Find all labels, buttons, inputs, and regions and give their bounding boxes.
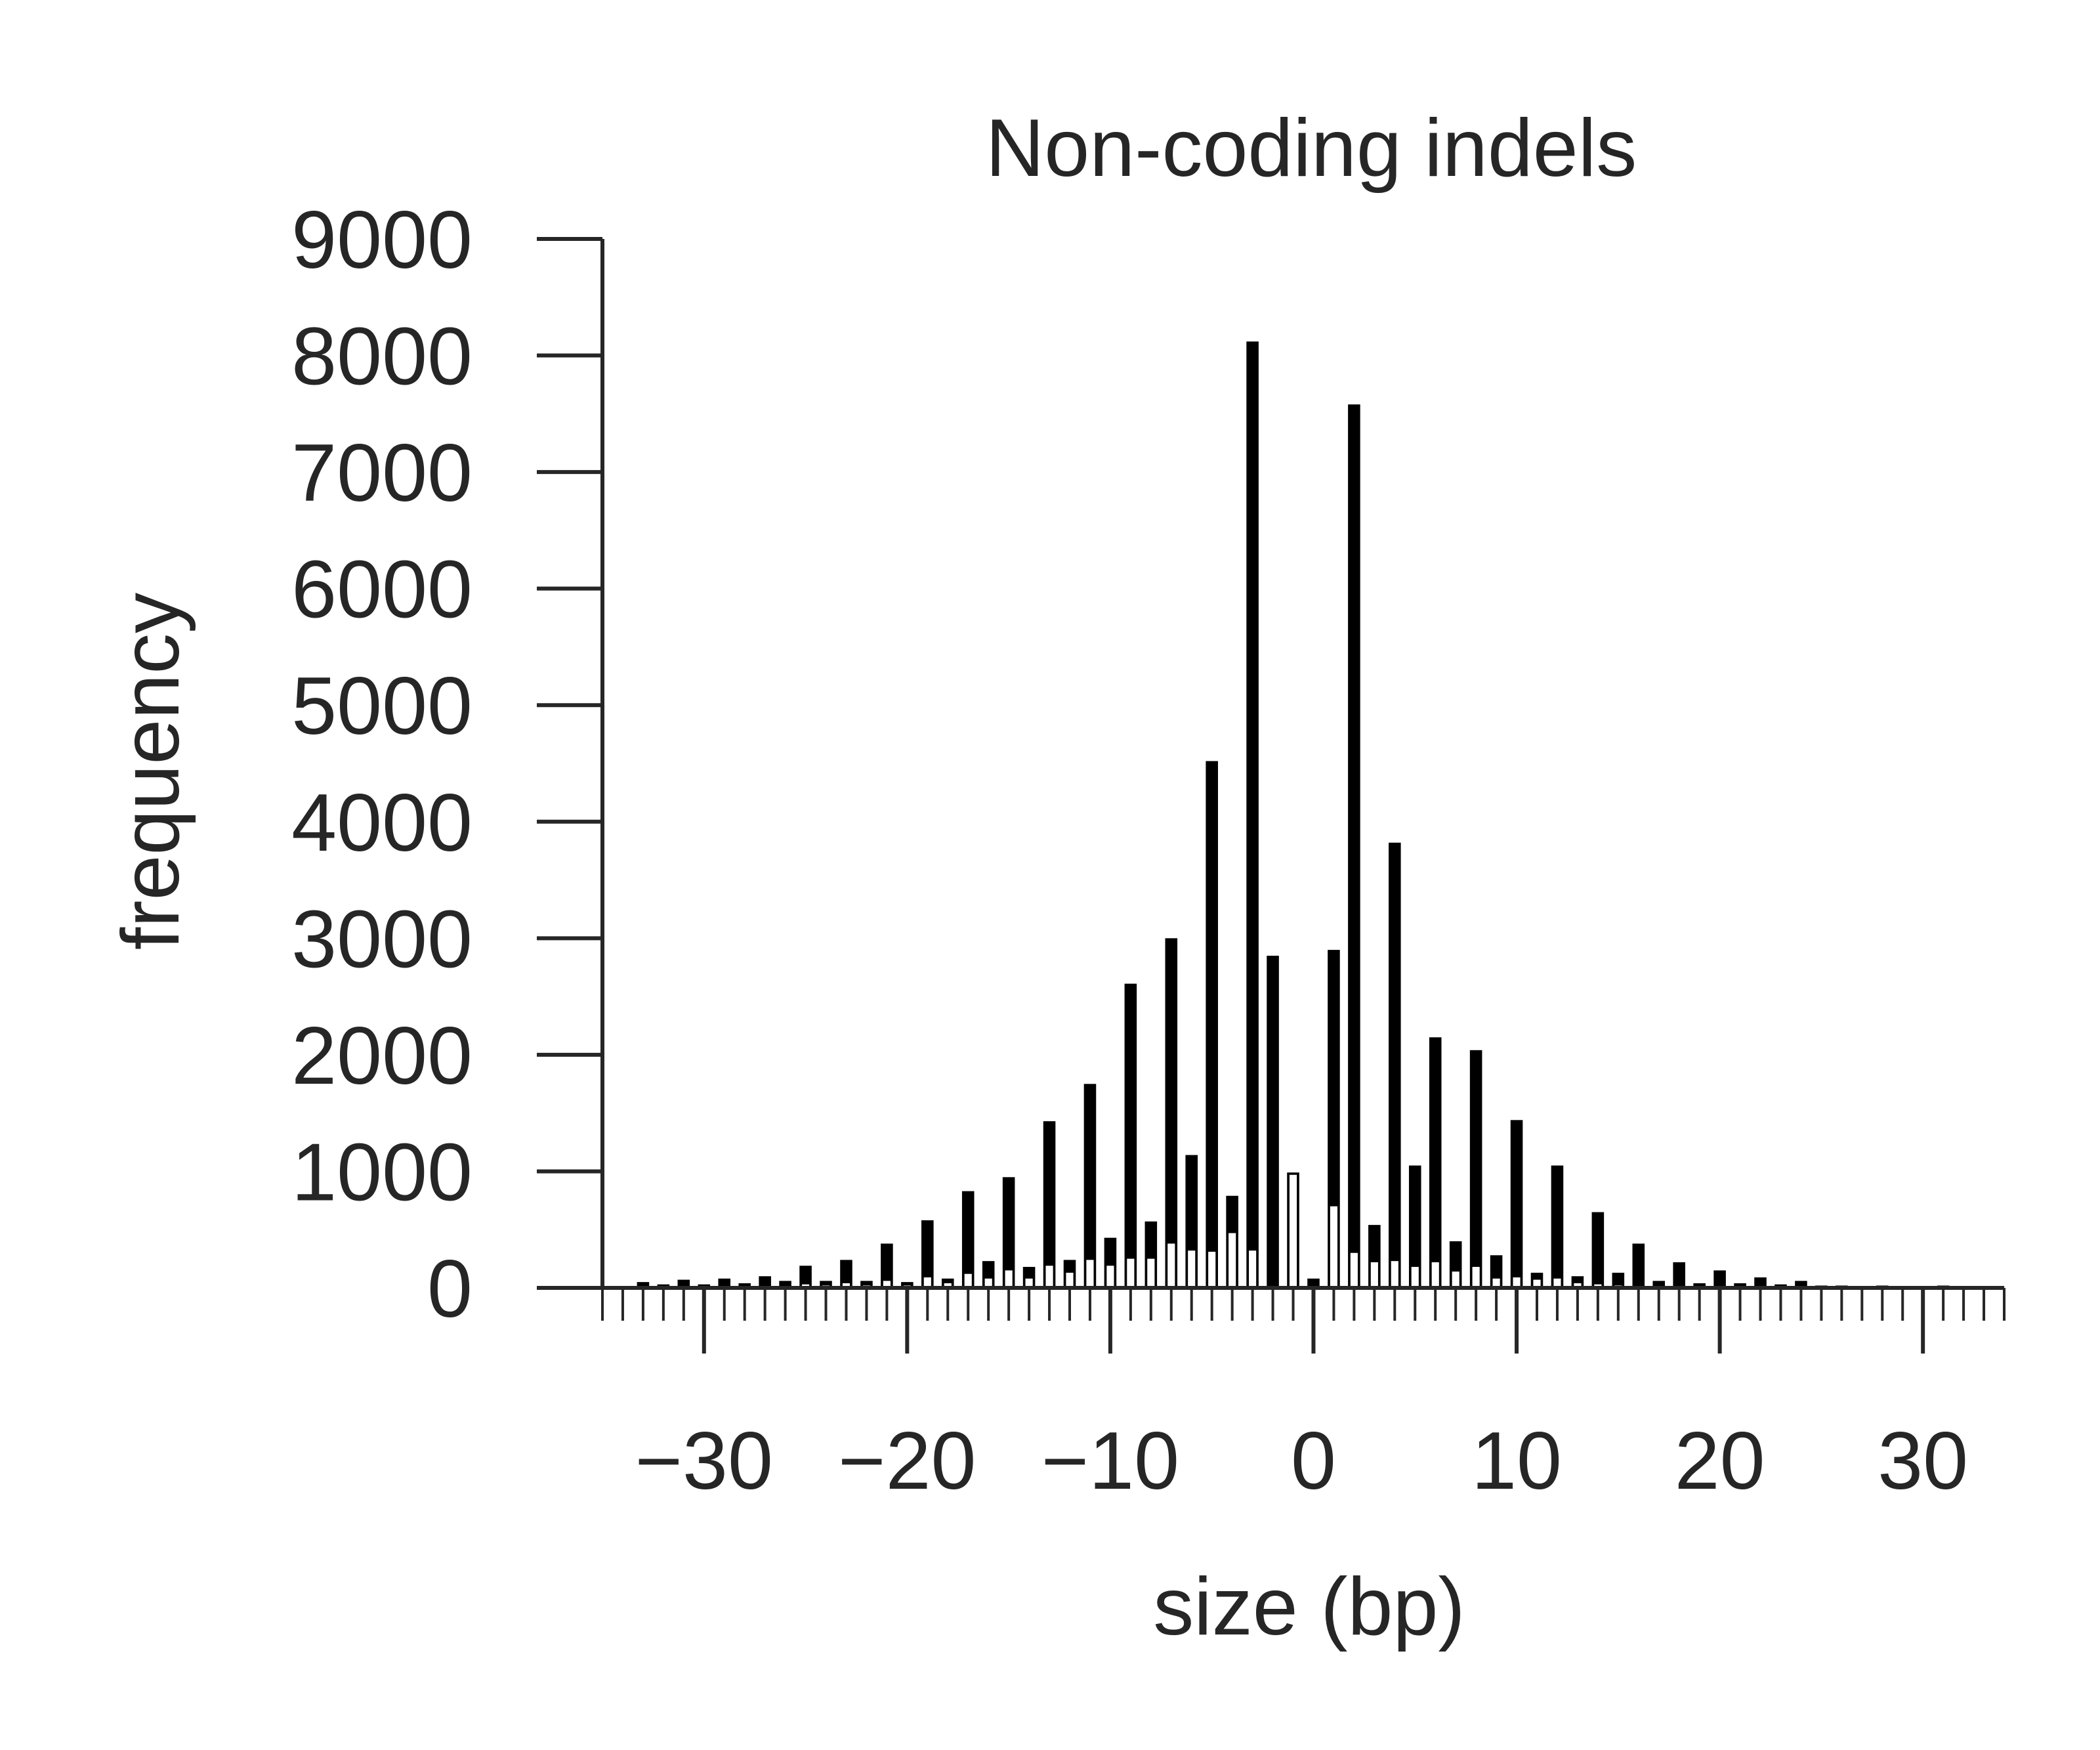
bar-secondary--9 — [1127, 1258, 1135, 1288]
bar-secondary-3 — [1370, 1262, 1378, 1288]
bar-primary--21 — [881, 1243, 893, 1288]
x-tick-label-0: 0 — [1291, 1416, 1336, 1506]
bar-secondary--18 — [944, 1283, 952, 1288]
bar-primary-0 — [1307, 1278, 1320, 1288]
bar-primary-8 — [1469, 1050, 1482, 1288]
bar-primary-17 — [1652, 1281, 1666, 1288]
bar-primary--9 — [1124, 983, 1137, 1288]
bar-secondary--1 — [1289, 1174, 1297, 1288]
bar-secondary-6 — [1431, 1262, 1439, 1288]
y-tick-label-7000: 7000 — [291, 428, 472, 519]
bars-layer — [616, 341, 1990, 1288]
x-axis-label: size (bp) — [1153, 1562, 1465, 1652]
bar-primary-15 — [1612, 1272, 1625, 1288]
bar-secondary-11 — [1533, 1279, 1541, 1288]
y-tick-label-0: 0 — [427, 1244, 472, 1334]
bar-primary--13 — [1043, 1121, 1056, 1288]
x-tick-label--20: −20 — [838, 1416, 976, 1506]
bar-secondary--17 — [964, 1273, 972, 1288]
x-tick-label-10: 10 — [1471, 1416, 1562, 1506]
axes-layer: 0 1000 2000 3000 4000 5000 6000 7000 8000 9000 −30… — [291, 195, 2006, 1506]
bar-primary--3 — [1246, 341, 1259, 1288]
bar-secondary--21 — [883, 1281, 891, 1288]
bar-primary-10 — [1510, 1120, 1523, 1288]
bar-secondary--4 — [1228, 1233, 1236, 1288]
bar-primary--2 — [1267, 955, 1279, 1288]
bar-secondary--10 — [1106, 1266, 1114, 1288]
bar-primary-19 — [1693, 1283, 1706, 1288]
bar-secondary--15 — [1005, 1270, 1013, 1288]
y-tick-label-9000: 9000 — [291, 195, 472, 286]
bar-primary--17 — [961, 1191, 975, 1288]
y-tick-label-1000: 1000 — [291, 1127, 472, 1218]
y-tick-label-5000: 5000 — [291, 661, 472, 752]
bar-primary-2 — [1348, 404, 1360, 1288]
bar-primary--28 — [738, 1283, 751, 1288]
bar-primary-12 — [1551, 1165, 1564, 1288]
bar-primary-18 — [1673, 1262, 1685, 1288]
y-axis-label: frequency — [106, 593, 196, 950]
bar-secondary--3 — [1249, 1250, 1257, 1288]
bar-secondary-4 — [1391, 1261, 1398, 1288]
chart-title: Non-coding indels — [986, 103, 1637, 194]
y-tick-label-4000: 4000 — [291, 778, 472, 868]
bar-primary--20 — [901, 1282, 914, 1288]
bar-secondary-2 — [1350, 1252, 1358, 1288]
bar-primary-21 — [1734, 1283, 1746, 1288]
bar-primary--24 — [820, 1281, 832, 1288]
bar-primary--11 — [1083, 1084, 1097, 1288]
y-tick-label-2000: 2000 — [291, 1011, 472, 1101]
bar-secondary-7 — [1452, 1271, 1460, 1288]
bar-primary-22 — [1754, 1277, 1767, 1288]
bar-secondary--14 — [1025, 1278, 1033, 1288]
bar-secondary-1 — [1330, 1206, 1337, 1288]
bar-primary--23 — [840, 1260, 852, 1288]
bar-secondary--11 — [1086, 1260, 1094, 1288]
bar-primary-5 — [1408, 1165, 1421, 1288]
bar-primary--31 — [677, 1279, 690, 1288]
bar-primary--29 — [718, 1278, 731, 1288]
bar-primary--15 — [1002, 1177, 1015, 1288]
bar-secondary-13 — [1574, 1283, 1582, 1288]
bar-primary-6 — [1429, 1037, 1442, 1288]
x-tick-label--30: −30 — [635, 1416, 773, 1506]
bar-primary--22 — [860, 1281, 873, 1288]
x-tick-label-20: 20 — [1675, 1416, 1765, 1506]
bar-secondary-12 — [1553, 1278, 1561, 1288]
bar-secondary-10 — [1513, 1277, 1521, 1288]
bar-secondary--5 — [1208, 1251, 1216, 1288]
bar-primary--25 — [799, 1266, 812, 1288]
bar-primary-20 — [1713, 1270, 1726, 1288]
bar-secondary--23 — [842, 1283, 850, 1288]
bar-primary--27 — [759, 1276, 771, 1288]
bar-secondary-8 — [1472, 1267, 1480, 1288]
bar-secondary--19 — [923, 1277, 931, 1288]
bar-secondary--6 — [1188, 1250, 1196, 1288]
bar-primary--7 — [1165, 938, 1178, 1288]
bar-primary--26 — [779, 1281, 791, 1288]
bar-secondary-9 — [1492, 1278, 1500, 1288]
bar-secondary--16 — [984, 1278, 992, 1288]
y-tick-label-8000: 8000 — [291, 312, 472, 402]
bar-primary--5 — [1206, 761, 1218, 1288]
bar-primary--19 — [921, 1220, 934, 1288]
bar-primary-14 — [1591, 1212, 1605, 1288]
bar-primary-24 — [1795, 1281, 1807, 1288]
x-tick-label--10: −10 — [1041, 1416, 1179, 1506]
y-tick-label-6000: 6000 — [291, 545, 472, 635]
bar-primary-16 — [1632, 1243, 1645, 1288]
bar-secondary--12 — [1066, 1272, 1074, 1288]
bar-primary-4 — [1389, 842, 1401, 1288]
bar-secondary-5 — [1411, 1267, 1419, 1288]
bar-secondary--7 — [1167, 1243, 1175, 1288]
bar-secondary--13 — [1045, 1266, 1053, 1288]
x-tick-label-30: 30 — [1878, 1416, 1968, 1506]
bar-primary-1 — [1328, 950, 1340, 1288]
bar-primary--33 — [637, 1282, 650, 1288]
y-tick-label-3000: 3000 — [291, 894, 472, 985]
bar-secondary--8 — [1147, 1258, 1155, 1288]
